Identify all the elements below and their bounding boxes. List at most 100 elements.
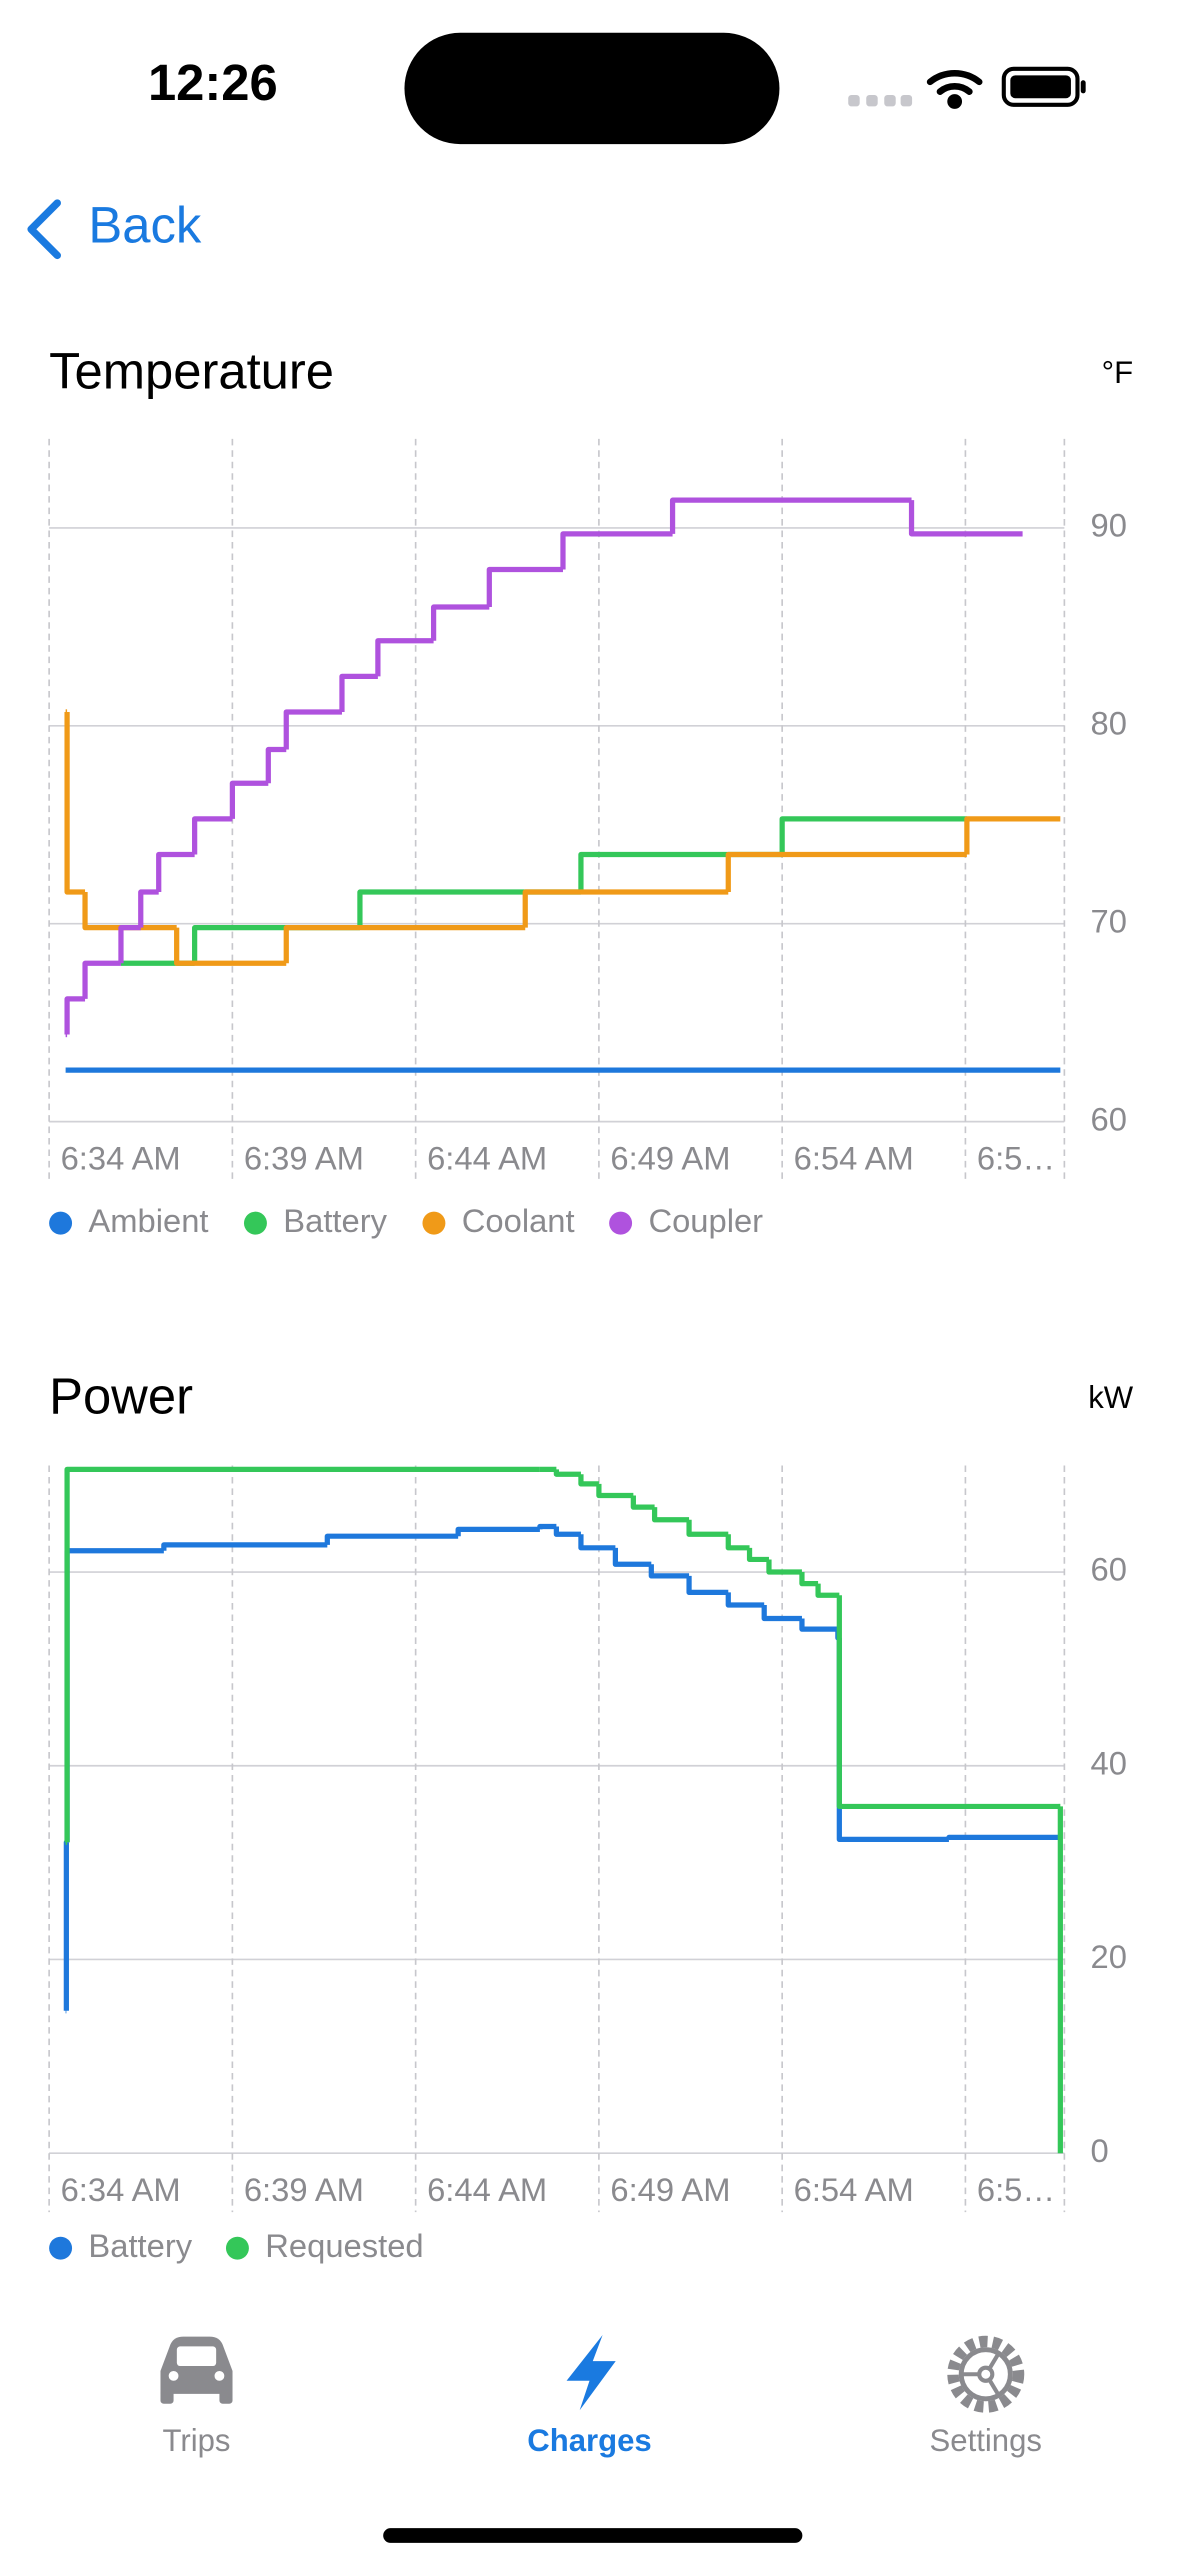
- line-step: [229, 780, 269, 819]
- line-step: [836, 1595, 1059, 1810]
- legend-marker: [609, 1211, 633, 1235]
- line-step: [174, 927, 287, 966]
- line-step: [578, 1534, 616, 1551]
- legend-label: Battery: [88, 2227, 192, 2264]
- line-step: [64, 1548, 164, 1843]
- line-step: [560, 531, 673, 570]
- line-step: [815, 1583, 840, 1598]
- line-step: [553, 1526, 581, 1537]
- back-label[interactable]: Back: [88, 197, 201, 254]
- y-tick-label: 60: [1091, 1551, 1127, 1588]
- line-step: [64, 1466, 540, 1843]
- legend-label: Coupler: [648, 1202, 763, 1239]
- legend-label: Requested: [265, 2227, 423, 2264]
- line-step: [192, 816, 233, 855]
- unit-label: °F: [1102, 355, 1133, 390]
- legend-marker: [49, 2236, 73, 2260]
- y-tick-label: 40: [1091, 1744, 1127, 1781]
- line-step: [799, 1572, 819, 1587]
- y-tick-label: 90: [1091, 507, 1127, 544]
- y-tick-label: 60: [1091, 1100, 1127, 1137]
- line-step: [118, 925, 141, 964]
- tab-item[interactable]: Settings: [930, 2335, 1042, 2458]
- x-tick-label: 6:54 AM: [794, 1140, 914, 1177]
- legend-label: Coolant: [462, 1202, 575, 1239]
- line-step: [192, 925, 360, 964]
- line-step: [283, 925, 526, 964]
- x-tick-label: 6:49 AM: [610, 2171, 730, 2208]
- chart: Power kW 0 20 40 60 6:34 AM 6:39 AM 6:44 AM 6:49 …: [48, 1367, 1134, 2264]
- series: [64, 497, 1023, 1038]
- tab-item[interactable]: Trips: [160, 2336, 233, 2459]
- battery-icon: [1001, 66, 1086, 107]
- line-step: [725, 1592, 765, 1608]
- x-tick-label: 6:54 AM: [794, 2171, 914, 2208]
- tab-icon[interactable]: [160, 2336, 233, 2404]
- legend-marker: [49, 1211, 73, 1235]
- line-step: [612, 1547, 652, 1567]
- line-step: [156, 851, 195, 893]
- line-step: [686, 1519, 729, 1537]
- tab-label[interactable]: Charges: [527, 2423, 651, 2458]
- line-step: [63, 1839, 69, 2011]
- tab-item[interactable]: Charges: [527, 2334, 652, 2458]
- series: [64, 1466, 1063, 2154]
- tab-label[interactable]: Settings: [930, 2423, 1042, 2458]
- line-step: [522, 889, 729, 928]
- x-tick-label: 6:39 AM: [244, 2171, 364, 2208]
- line-step: [265, 746, 287, 784]
- line-step: [946, 1834, 1059, 1841]
- line-step: [455, 1526, 540, 1537]
- chart: Temperature °F 60 70 80 90 6:34 AM 6:39 AM 6:44 …: [48, 342, 1133, 1239]
- line-step: [908, 500, 1023, 537]
- line-step: [64, 711, 86, 895]
- dynamic-island: [404, 32, 780, 145]
- line-step: [578, 1474, 599, 1487]
- tab-label[interactable]: Trips: [163, 2423, 231, 2458]
- line-step: [779, 816, 967, 855]
- y-tick-label: 80: [1091, 704, 1127, 741]
- x-tick-label: 6:5…: [977, 1140, 1055, 1177]
- line-step: [630, 1495, 655, 1510]
- legend-label: Battery: [283, 1202, 387, 1239]
- status-time: 12:26: [148, 54, 278, 111]
- tab-icon[interactable]: [947, 2335, 1025, 2413]
- line-step: [161, 1542, 328, 1551]
- y-tick-label: 70: [1091, 902, 1127, 939]
- line-step: [651, 1507, 690, 1523]
- series: [64, 709, 1061, 966]
- y-tick-label: 20: [1091, 1938, 1127, 1975]
- line-step: [357, 889, 581, 928]
- chart-title: Temperature: [49, 342, 334, 399]
- line-step: [836, 1637, 949, 1842]
- line-step: [375, 638, 434, 677]
- unit-label: kW: [1088, 1380, 1134, 1415]
- x-tick-label: 6:39 AM: [244, 1140, 364, 1177]
- tab-icon[interactable]: [566, 2334, 616, 2411]
- x-tick-label: 6:34 AM: [61, 1140, 181, 1177]
- line-step: [82, 892, 177, 931]
- line-step: [537, 1523, 557, 1530]
- line-step: [596, 1483, 634, 1499]
- line-step: [761, 1604, 802, 1622]
- x-tick-label: 6:44 AM: [427, 2171, 547, 2208]
- back-chevron[interactable]: [27, 199, 61, 260]
- legend-marker: [243, 1211, 267, 1235]
- line-step: [82, 960, 121, 999]
- legend-label: Ambient: [88, 1202, 208, 1239]
- line-step: [648, 1564, 690, 1579]
- line-step: [725, 1534, 750, 1551]
- back-button[interactable]: Back: [27, 197, 202, 260]
- series: [63, 1523, 1059, 2014]
- x-tick-label: 6:49 AM: [610, 1140, 730, 1177]
- chart-title: Power: [49, 1367, 193, 1424]
- legend-marker: [225, 2236, 249, 2260]
- x-tick-label: 6:44 AM: [427, 1140, 547, 1177]
- line-step: [669, 497, 912, 534]
- line-step: [486, 566, 563, 608]
- line-step: [746, 1547, 769, 1563]
- y-tick-label: 0: [1091, 2132, 1109, 2169]
- x-tick-label: 6:5…: [977, 2171, 1055, 2208]
- line-step: [64, 996, 86, 1035]
